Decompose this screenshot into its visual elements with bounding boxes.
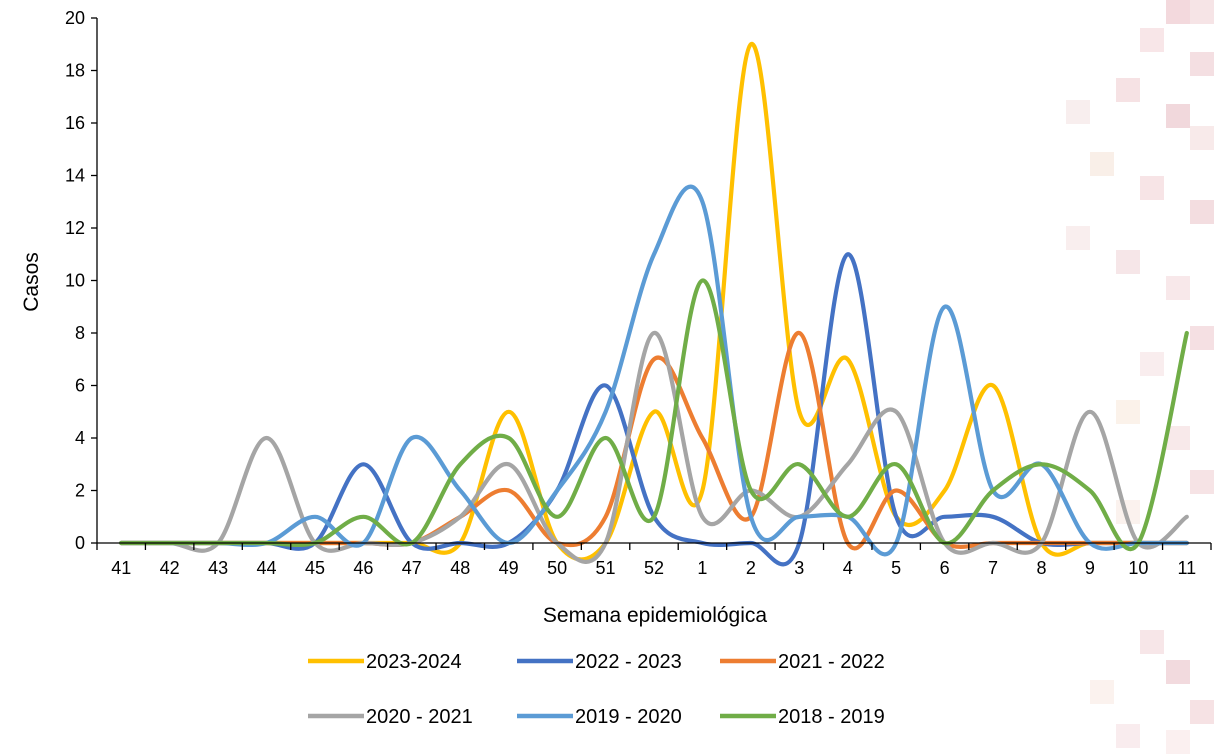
y-tick-label: 12 bbox=[65, 218, 85, 238]
pattern-block bbox=[1190, 700, 1214, 724]
legend-item: 2018 - 2019 bbox=[720, 706, 885, 728]
y-tick-label: 0 bbox=[75, 533, 85, 553]
legend-item: 2020 - 2021 bbox=[308, 706, 473, 728]
y-tick-label: 10 bbox=[65, 271, 85, 291]
pattern-block bbox=[1090, 152, 1114, 176]
pattern-block bbox=[1140, 176, 1164, 200]
x-axis-ticks: 41 42 43 44 45 46 47 48 49 50 51 52 1 2 3 4 5 6 7 8 9 10 11 bbox=[96, 543, 1212, 578]
pattern-block bbox=[1190, 0, 1214, 24]
x-tick-label: 42 bbox=[160, 558, 180, 578]
legend-item: 2023-2024 bbox=[308, 651, 462, 673]
x-axis-title: Semana epidemiológica bbox=[543, 604, 767, 627]
pattern-block bbox=[1190, 470, 1214, 494]
x-tick-label: 43 bbox=[208, 558, 228, 578]
y-tick-label: 8 bbox=[75, 323, 85, 343]
x-tick-label: 10 bbox=[1128, 558, 1148, 578]
x-tick-label: 51 bbox=[596, 558, 616, 578]
pattern-block bbox=[1140, 352, 1164, 376]
pattern-block bbox=[1166, 276, 1190, 300]
y-axis-title: Casos bbox=[20, 252, 43, 312]
pattern-block bbox=[1190, 200, 1214, 224]
y-tick-label: 14 bbox=[65, 166, 85, 186]
pattern-block bbox=[1166, 660, 1190, 684]
pattern-block bbox=[1166, 104, 1190, 128]
pattern-block bbox=[1166, 730, 1190, 754]
x-tick-label: 50 bbox=[547, 558, 567, 578]
legend-label: 2021 - 2022 bbox=[778, 651, 885, 673]
series-line-4 bbox=[119, 184, 1189, 557]
y-tick-label: 20 bbox=[65, 8, 85, 28]
pattern-block bbox=[1166, 426, 1190, 450]
y-tick-label: 2 bbox=[75, 481, 85, 501]
pattern-block bbox=[1116, 78, 1140, 102]
pattern-block bbox=[1166, 0, 1190, 24]
pattern-block bbox=[1140, 630, 1164, 654]
pattern-block bbox=[1066, 100, 1090, 124]
x-tick-label: 6 bbox=[940, 558, 950, 578]
y-tick-label: 6 bbox=[75, 376, 85, 396]
y-tick-label: 16 bbox=[65, 113, 85, 133]
legend-item: 2019 - 2020 bbox=[517, 706, 682, 728]
x-tick-label: 46 bbox=[353, 558, 373, 578]
series-line-1 bbox=[119, 252, 1189, 567]
pattern-block bbox=[1190, 326, 1214, 350]
legend: 2023-2024 2022 - 2023 2021 - 2022 2020 - 20… bbox=[308, 651, 885, 728]
y-tick-label: 4 bbox=[75, 428, 85, 448]
background-pattern bbox=[1066, 0, 1214, 754]
x-tick-label: 1 bbox=[697, 558, 707, 578]
x-tick-label: 45 bbox=[305, 558, 325, 578]
x-tick-label: 11 bbox=[1177, 558, 1196, 578]
x-tick-label: 52 bbox=[644, 558, 664, 578]
x-tick-label: 9 bbox=[1085, 558, 1095, 578]
legend-label: 2018 - 2019 bbox=[778, 706, 885, 728]
pattern-block bbox=[1116, 724, 1140, 748]
x-tick-label: 47 bbox=[402, 558, 422, 578]
pattern-block bbox=[1116, 250, 1140, 274]
x-tick-label: 2 bbox=[746, 558, 756, 578]
pattern-block bbox=[1190, 126, 1214, 150]
x-tick-label: 7 bbox=[988, 558, 998, 578]
x-tick-label: 49 bbox=[499, 558, 519, 578]
x-tick-label: 5 bbox=[891, 558, 901, 578]
legend-item: 2022 - 2023 bbox=[517, 651, 682, 673]
y-tick-label: 18 bbox=[65, 61, 85, 81]
pattern-block bbox=[1090, 680, 1114, 704]
legend-label: 2023-2024 bbox=[366, 651, 462, 673]
legend-label: 2022 - 2023 bbox=[575, 651, 682, 673]
y-axis-ticks: 0 2 4 6 8 10 12 14 16 18 20 bbox=[65, 8, 97, 553]
pattern-block bbox=[1190, 52, 1214, 76]
x-tick-label: 48 bbox=[450, 558, 470, 578]
series-line-5 bbox=[119, 278, 1189, 552]
pattern-block bbox=[1066, 226, 1090, 250]
legend-label: 2019 - 2020 bbox=[575, 706, 682, 728]
pattern-block bbox=[1140, 28, 1164, 52]
series-line-3 bbox=[119, 330, 1189, 564]
legend-label: 2020 - 2021 bbox=[366, 706, 473, 728]
series-line-0 bbox=[119, 42, 1189, 562]
legend-item: 2021 - 2022 bbox=[720, 651, 885, 673]
x-tick-label: 44 bbox=[257, 558, 277, 578]
x-tick-label: 41 bbox=[111, 558, 131, 578]
x-tick-label: 8 bbox=[1036, 558, 1046, 578]
pattern-block bbox=[1116, 400, 1140, 424]
x-tick-label: 3 bbox=[794, 558, 804, 578]
x-tick-label: 4 bbox=[843, 558, 853, 578]
series-layer bbox=[119, 42, 1189, 567]
